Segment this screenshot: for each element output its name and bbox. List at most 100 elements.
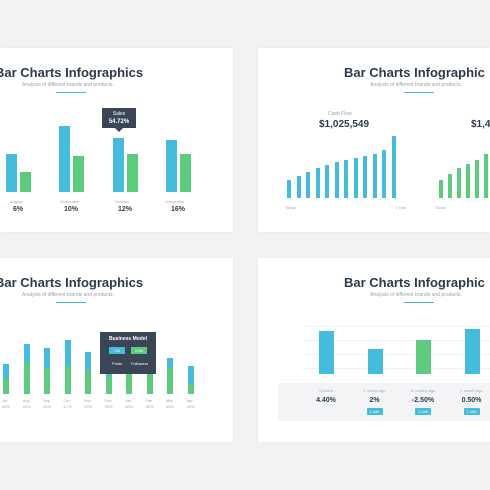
cash-flow-amount-right: $1,4 xyxy=(471,119,490,130)
bar-nov-green xyxy=(180,154,191,192)
month-label: Feb xyxy=(145,398,153,403)
cash-flow-bar xyxy=(344,160,348,198)
cash-flow-bar-right xyxy=(484,154,488,198)
value-label: 30% xyxy=(104,404,113,409)
slide-bar-chart-3[interactable]: Bar Charts Infographics Analysis of diff… xyxy=(0,258,233,442)
tooltip-label: Sales xyxy=(112,111,126,117)
cash-flow-bar xyxy=(363,156,367,198)
cash-flow-bar xyxy=(334,162,339,198)
title-underline xyxy=(56,92,86,93)
stacked-bar-green xyxy=(85,370,91,394)
bar-aug-green xyxy=(20,172,31,192)
month-label: November xyxy=(166,199,185,204)
cash-flow-bar-right xyxy=(466,164,470,198)
stat-value: 0.50% xyxy=(461,397,482,404)
cash-flow-bar xyxy=(296,176,301,198)
stat-value: -2.50% xyxy=(411,397,435,404)
sales-tooltip: Sales 54.72% xyxy=(102,108,136,128)
gridline xyxy=(302,368,490,369)
cash-flow-bar xyxy=(325,165,329,198)
bar-oct-green xyxy=(127,154,138,192)
start-label-right: Today xyxy=(435,205,446,210)
cash-flow-bar xyxy=(353,158,358,198)
stat-badge: 1 mth xyxy=(415,408,431,415)
gridline xyxy=(302,354,490,355)
month-label: Aug xyxy=(22,398,30,403)
bar-current xyxy=(319,331,334,374)
cash-flow-bar xyxy=(391,136,396,198)
bar-sep-blue xyxy=(59,126,70,192)
bar-1-month xyxy=(368,349,383,374)
stacked-bar-green xyxy=(44,368,50,394)
cash-flow-amount: $1,025,549 xyxy=(319,119,370,130)
cash-flow-bar xyxy=(287,180,291,198)
month-label: September xyxy=(60,199,80,204)
month-label: Apr xyxy=(186,398,193,403)
gridline xyxy=(302,340,490,341)
tooltip-value: 54.72% xyxy=(108,119,130,125)
stat-label: 1 month ago xyxy=(363,388,386,393)
slide-bar-chart-4[interactable]: Bar Charts Infographic Analysis of diffe… xyxy=(258,258,490,442)
slide-title: Bar Charts Infographic xyxy=(344,65,485,80)
value-label: 40% xyxy=(125,404,134,409)
slide-bar-chart-1[interactable]: Bar Charts Infographics Analysis of diff… xyxy=(0,48,233,232)
cash-flow-bar-right xyxy=(439,180,443,198)
stacked-bar-green xyxy=(187,384,194,394)
month-label: Sep xyxy=(43,398,51,403)
value-label: 30% xyxy=(145,404,154,409)
slide-bar-chart-2[interactable]: Bar Charts Infographic Analysis of diffe… xyxy=(258,48,490,232)
value-label: 12% xyxy=(118,206,133,213)
tooltip-label-2: Followers xyxy=(131,361,149,366)
value-label: 30% xyxy=(166,404,175,409)
bar-aug-blue xyxy=(6,154,17,192)
gridline xyxy=(302,326,490,327)
title-underline xyxy=(404,302,434,303)
stat-badge: 1 mth xyxy=(463,408,480,415)
month-label: Jan xyxy=(125,398,132,403)
stacked-bar-blue xyxy=(187,366,194,384)
stat-label: 6 months ago xyxy=(411,388,436,393)
stacked-bar-green xyxy=(3,378,9,394)
value-label: 6% xyxy=(13,206,24,213)
stacked-bar-green xyxy=(105,376,112,394)
stacked-bar-green xyxy=(126,364,132,394)
value-label: 20% xyxy=(84,404,93,409)
tooltip-label-1: Posts xyxy=(112,361,123,366)
slide-subtitle: Analysis of different brands and product… xyxy=(370,82,462,88)
stacked-bar-blue xyxy=(3,364,9,378)
value-label: 40% xyxy=(43,404,52,409)
value-label: 17% xyxy=(63,404,72,409)
cash-flow-bar-right xyxy=(457,168,461,198)
month-label: Nov xyxy=(84,398,92,403)
title-underline xyxy=(404,92,434,93)
slide-title: Bar Charts Infographics xyxy=(0,65,144,80)
stacked-bar-green xyxy=(23,362,30,394)
stacked-bar-blue xyxy=(167,358,173,368)
bar-oct-blue xyxy=(113,138,124,192)
value-label: 16% xyxy=(171,206,186,213)
stat-badge: 1 mth xyxy=(366,408,383,415)
cash-flow-bar-right xyxy=(475,160,479,198)
value-label: 40% xyxy=(22,404,31,409)
month-label: Oct xyxy=(63,398,70,403)
stacked-bar-blue xyxy=(44,348,50,368)
start-label: Today xyxy=(285,205,296,210)
title-underline xyxy=(56,302,86,303)
stacked-bar-blue xyxy=(85,352,91,370)
cash-flow-bar xyxy=(382,150,386,198)
bar-1-month-b xyxy=(465,329,480,374)
stacked-bar-blue xyxy=(64,340,71,366)
stacked-bar-green xyxy=(64,366,71,394)
bar-nov-blue xyxy=(166,140,177,192)
stacked-bar-green xyxy=(167,368,173,394)
month-label: Dec xyxy=(104,398,112,403)
slide-title: Bar Charts Infographics xyxy=(0,275,144,290)
stat-value: 4.40% xyxy=(316,397,336,404)
stacked-bar-green xyxy=(146,368,153,394)
cash-flow-bar xyxy=(372,154,377,198)
tooltip-arrow xyxy=(115,128,123,132)
tooltip-value-green: 2.5k xyxy=(131,347,147,354)
cash-flow-bar-right xyxy=(448,174,452,198)
value-label: 40% xyxy=(2,404,11,409)
stacked-bar-blue xyxy=(23,344,30,362)
